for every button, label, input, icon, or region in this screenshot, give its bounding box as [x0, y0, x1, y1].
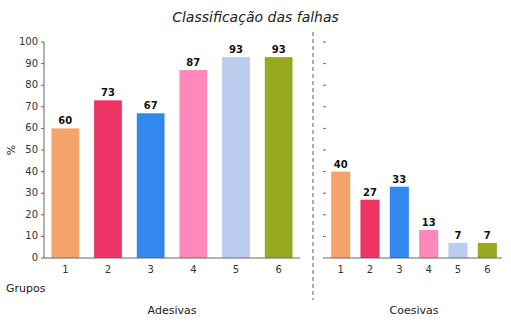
x-tick-label: 5 [455, 264, 461, 275]
panel: 0 10 20 30 40 50 60 70 80 90 100 60 73 67 87 93 93 1 2 3 4 5 6… [5, 9, 339, 317]
y-tick-label: 70 [25, 101, 38, 112]
x-axis-label: Coesivas [390, 304, 439, 317]
bar [448, 243, 467, 258]
data-label: 7 [484, 230, 491, 241]
y-axis [44, 42, 45, 258]
bar [179, 70, 207, 258]
chart: 0102030405060708090100607367879393123456… [0, 0, 511, 333]
bar [360, 200, 379, 258]
y-tick [323, 171, 326, 172]
x-tick-label: 2 [367, 264, 373, 275]
bars [331, 172, 497, 258]
x-tick-label: 6 [275, 264, 281, 275]
data-label: 67 [144, 100, 158, 111]
y-tick-label: 20 [25, 209, 38, 220]
data-label: 87 [186, 57, 200, 68]
y-tick-label: 50 [25, 144, 38, 155]
bar [419, 230, 438, 258]
data-label: 93 [229, 44, 243, 55]
y-axis-label: % [5, 145, 18, 155]
y-tick-label: 100 [19, 36, 38, 47]
title: Classificação das falhas [172, 9, 339, 25]
bar [478, 243, 497, 258]
x-tick-label: 4 [190, 264, 196, 275]
divider [312, 32, 313, 300]
y-tick-label: 0 [32, 252, 38, 263]
data-label: 40 [334, 159, 348, 170]
x-tick-label: 1 [62, 264, 68, 275]
x-tick-label: 2 [105, 264, 111, 275]
x-axis-label: Adesivas [148, 304, 197, 317]
annotation: Grupos [6, 282, 46, 295]
y-tick [323, 85, 326, 86]
x-tick-label: 1 [337, 264, 343, 275]
bar [331, 172, 350, 258]
y-tick-label: 10 [25, 230, 38, 241]
y-tick-label: 30 [25, 187, 38, 198]
x-axis [326, 258, 502, 259]
y-tick [323, 236, 326, 237]
panel: 40 27 33 13 7 7 1 2 3 4 5 6 Coesivas [323, 42, 502, 317]
y-tick-label: 40 [25, 166, 38, 177]
data-label: 13 [422, 217, 436, 228]
x-axis [44, 258, 300, 259]
y-tick [323, 258, 326, 259]
data-label: 27 [363, 187, 377, 198]
data-label: 7 [455, 230, 462, 241]
data-label: 93 [272, 44, 286, 55]
x-tick-label: 4 [425, 264, 431, 275]
bars [51, 57, 292, 258]
x-tick-label: 6 [484, 264, 490, 275]
x-tick-label: 3 [396, 264, 402, 275]
data-label: 33 [392, 174, 406, 185]
bar [51, 128, 79, 258]
y-tick [323, 128, 326, 129]
bar [137, 113, 165, 258]
bar [390, 187, 409, 258]
data-label: 73 [101, 87, 115, 98]
bar [265, 57, 293, 258]
data-label: 60 [58, 115, 72, 126]
page: {"chart_data": [ {"type": "bar", "title"… [0, 0, 511, 333]
y-tick [323, 63, 326, 64]
background [0, 0, 511, 333]
y-tick [323, 150, 326, 151]
y-tick-label: 90 [25, 58, 38, 69]
y-tick [323, 42, 326, 43]
x-tick-label: 5 [233, 264, 239, 275]
y-tick-label: 80 [25, 79, 38, 90]
y-tick [323, 214, 326, 215]
bar [94, 100, 122, 258]
y-tick-label: 60 [25, 122, 38, 133]
y-tick [323, 193, 326, 194]
x-tick-label: 3 [147, 264, 153, 275]
bar [222, 57, 250, 258]
y-tick [323, 106, 326, 107]
